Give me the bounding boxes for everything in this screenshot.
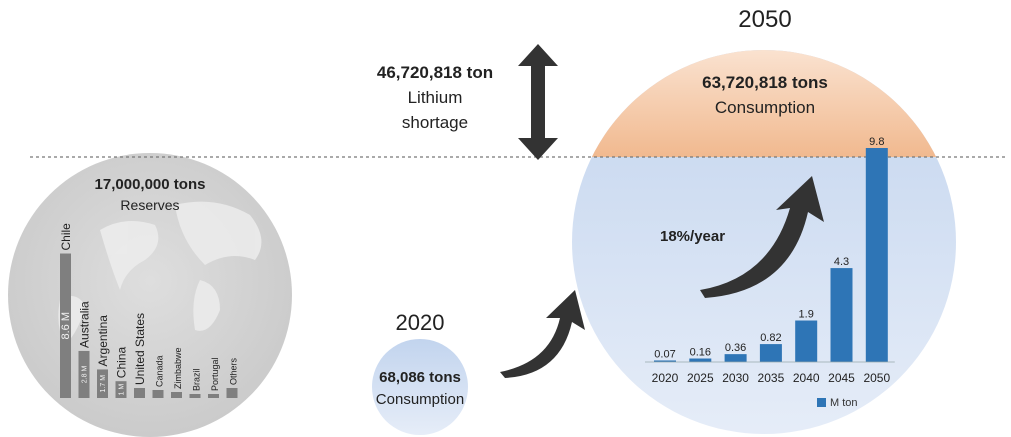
reserve-bar-united-states <box>134 388 145 398</box>
projection-year-tick: 2040 <box>793 371 820 385</box>
reserve-country-label: Brazil <box>192 368 202 391</box>
projection-bar-2035 <box>759 344 782 362</box>
growth-arrow-small <box>500 290 585 378</box>
shortage-line1: Lithium <box>407 88 463 107</box>
growth-rate-label: 18%/year <box>660 228 726 245</box>
year-2020-title: 2020 <box>395 310 445 335</box>
projection-year-tick: 2035 <box>758 371 785 385</box>
year-2050-title: 2050 <box>738 6 792 33</box>
legend-swatch <box>817 398 826 407</box>
reserve-bar-brazil <box>189 394 201 398</box>
projection-year-tick: 2020 <box>652 371 679 385</box>
projection-bar-2050 <box>865 148 888 362</box>
consumption-2020-circle <box>372 339 468 435</box>
reserve-value-label: 1 M <box>118 384 125 396</box>
projection-data-label: 0.07 <box>654 348 675 360</box>
reserve-country-label: United States <box>133 313 147 385</box>
reserve-value-label: 8.6 M <box>60 312 72 340</box>
reserve-country-label: Argentina <box>96 315 110 367</box>
world-map-silhouette <box>58 201 262 345</box>
projection-data-label: 1.9 <box>799 309 814 321</box>
projection-year-tick: 2045 <box>828 371 855 385</box>
projection-bar-2045 <box>830 268 853 362</box>
reserves-globe <box>8 153 292 437</box>
reserve-country-label: China <box>115 347 129 379</box>
projection-data-label: 0.82 <box>760 332 781 344</box>
reserve-bar-argentina <box>97 369 108 398</box>
projection-data-label: 0.36 <box>725 342 746 354</box>
reserve-country-label: Portugal <box>210 357 220 391</box>
consumption-2050-label: Consumption <box>714 98 816 117</box>
reserve-bar-portugal <box>208 394 219 398</box>
reserve-country-label: Zimbabwe <box>173 347 183 389</box>
legend-label: M ton <box>830 397 858 409</box>
projection-bar-2030 <box>724 354 747 362</box>
reserves-amount: 17,000,000 tons <box>94 176 206 193</box>
shortage-amount: 46,720,818 ton <box>376 63 494 82</box>
shortage-double-arrow <box>518 44 558 160</box>
consumption-2050-amount: 63,720,818 tons <box>702 73 828 92</box>
consumption-2020-amount: 68,086 tons <box>379 369 461 386</box>
reserve-country-label: Others <box>229 357 239 385</box>
reserve-bar-china <box>115 381 127 398</box>
projection-data-label: 4.3 <box>834 256 849 268</box>
projection-bar-2020 <box>654 360 676 362</box>
projection-year-tick: 2050 <box>863 371 890 385</box>
reserve-bar-australia <box>78 350 90 398</box>
reserve-value-label: 1.7 M <box>100 375 107 393</box>
reserve-value-label: 2.8 M <box>81 366 88 384</box>
projection-year-tick: 2030 <box>722 371 749 385</box>
growth-arrow-large <box>700 176 824 298</box>
projection-bar-2040 <box>795 320 818 362</box>
reserve-bar-zimbabwe <box>171 392 182 398</box>
projection-data-label: 0.16 <box>690 347 711 359</box>
reserve-country-label: Chile <box>59 223 73 251</box>
reserve-country-label: Australia <box>78 301 92 348</box>
reserves-label: Reserves <box>120 197 180 213</box>
reserve-country-label: Canada <box>155 355 165 387</box>
reserve-bar-canada <box>152 390 164 398</box>
consumption-2020-label: Consumption <box>375 391 465 408</box>
projection-year-tick: 2025 <box>687 371 714 385</box>
reserve-bar-others <box>226 388 238 398</box>
projection-data-label: 9.8 <box>869 136 884 148</box>
shortage-line2: shortage <box>401 113 469 132</box>
reserve-bar-chile <box>60 253 71 398</box>
projection-bar-2025 <box>689 358 712 362</box>
